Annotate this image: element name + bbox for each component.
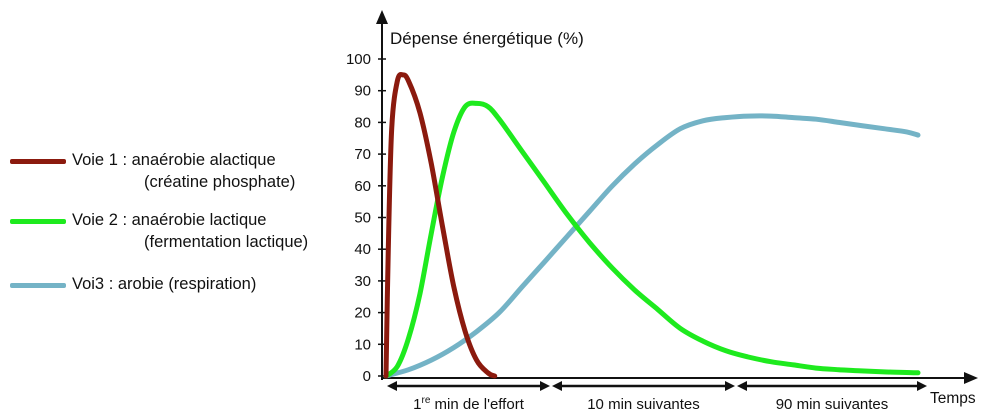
series-voie-1-line — [383, 72, 498, 379]
phase-label-2: 10 min suivantes — [587, 396, 700, 413]
y-tick-label: 20 — [354, 305, 371, 322]
legend-label-voie-1-detail: (créatine phosphate) — [144, 173, 296, 191]
legend-label-voie-3: Voi3 : arobie (respiration) — [72, 275, 257, 293]
y-tick-label: 10 — [354, 336, 371, 353]
legend-swatch-voie-3 — [10, 283, 66, 288]
phase-label-1: 1re min de l'effort — [413, 395, 525, 413]
y-tick-label: 40 — [354, 241, 371, 258]
series-voie-3-line — [383, 113, 921, 379]
y-tick-label: 50 — [354, 210, 371, 227]
y-tick-label: 100 — [346, 51, 371, 68]
series — [383, 72, 921, 379]
legend-swatch-voie-1 — [10, 159, 66, 164]
legend-label-voie-1: Voie 1 : anaérobie alactique — [72, 151, 276, 169]
y-tick-label: 30 — [354, 273, 371, 290]
phase-label-3: 90 min suivantes — [776, 396, 889, 413]
y-axis-arrow-icon — [376, 10, 388, 24]
y-tick-label: 90 — [354, 83, 371, 100]
phases: 1re min de l'effort 10 min suivantes 90 mi… — [387, 381, 927, 413]
legend-label-voie-2-detail: (fermentation lactique) — [144, 233, 309, 251]
y-tick-label: 0 — [363, 368, 371, 385]
y-tick-label: 60 — [354, 178, 371, 195]
y-tick-label: 70 — [354, 146, 371, 163]
legend-swatch-voie-2 — [10, 219, 66, 224]
x-axis-arrow-icon — [964, 372, 978, 384]
legend-label-voie-2: Voie 2 : anaérobie lactique — [72, 211, 267, 229]
y-tick-label: 80 — [354, 114, 371, 131]
y-ticks: 0 10 20 30 40 50 60 70 80 90 100 — [346, 51, 386, 385]
series-voie-2-line — [383, 100, 921, 379]
y-axis-label: Dépense énergétique (%) — [390, 29, 584, 48]
x-axis-label: Temps — [930, 390, 976, 407]
axes: Dépense énergétique (%) Temps — [376, 10, 978, 407]
